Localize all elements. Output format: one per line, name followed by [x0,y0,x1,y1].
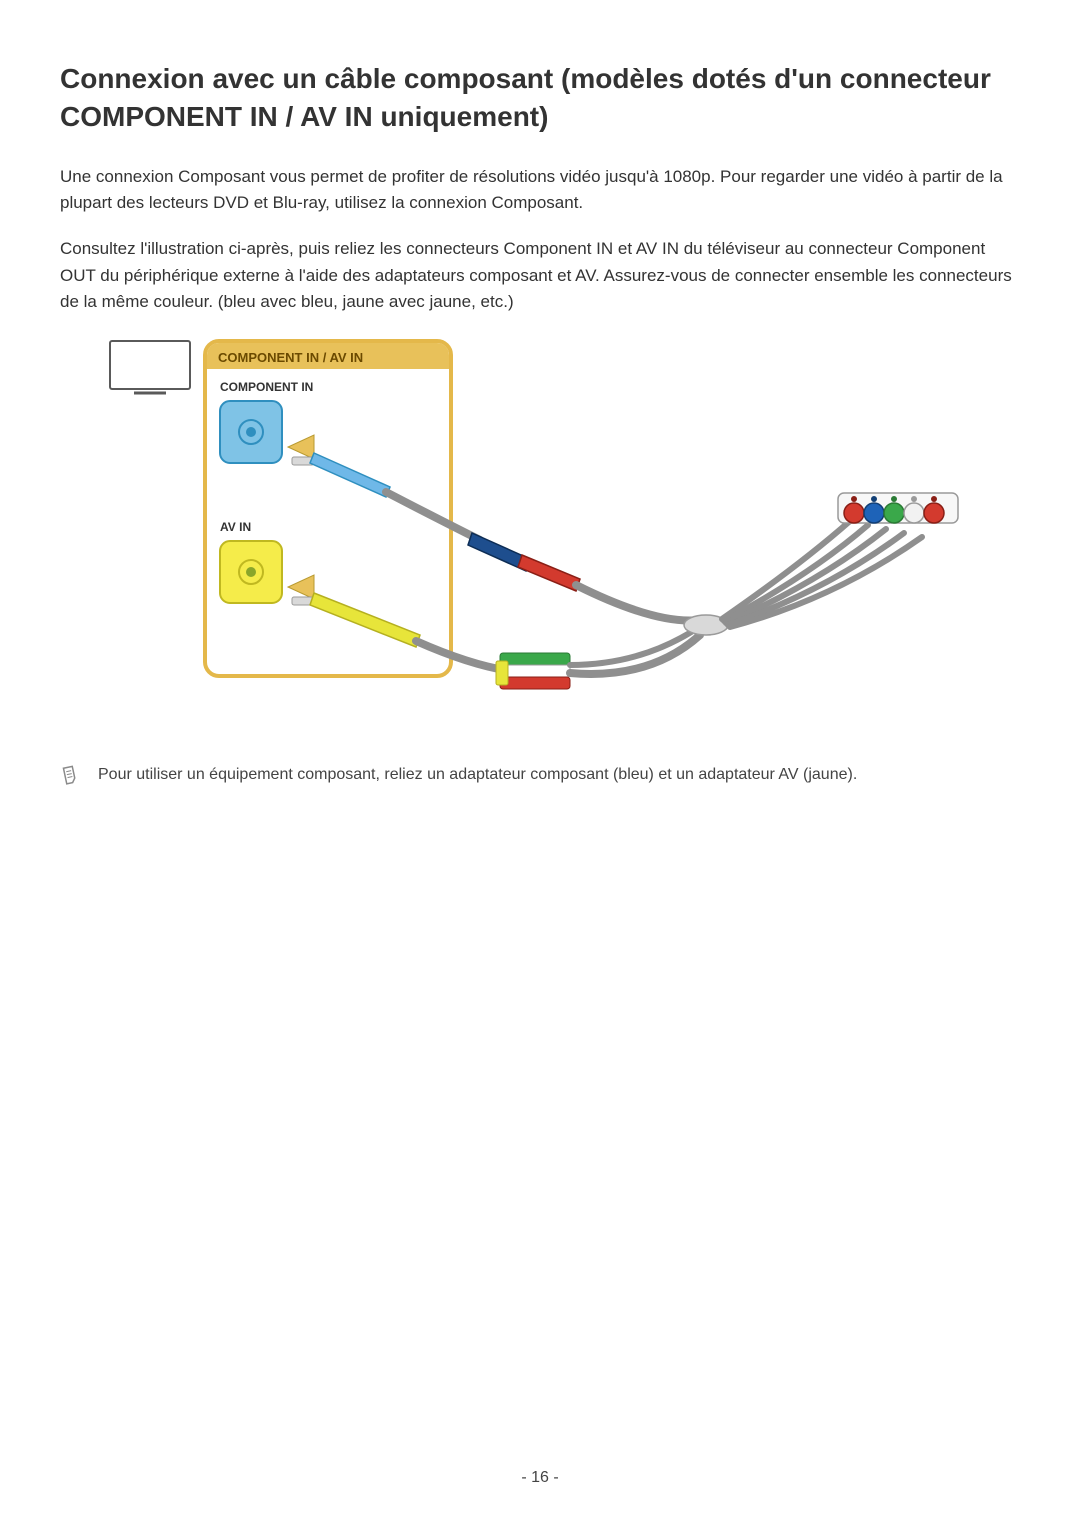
av-in-port [220,541,282,603]
intro-paragraph-2: Consultez l'illustration ci-après, puis … [60,236,1020,315]
page-title: Connexion avec un câble composant (modèl… [60,60,1020,136]
tv-icon [110,341,190,393]
note-text: Pour utiliser un équipement composant, r… [98,763,857,787]
note-icon [60,765,80,790]
panel-header-text: COMPONENT IN / AV IN [218,350,363,365]
page-number: - 16 - [0,1469,1080,1487]
component-in-port [220,401,282,463]
connection-diagram: COMPONENT IN / AV IN COMPONENT IN AV IN [60,335,1020,735]
av-in-label: AV IN [220,520,251,534]
rca-output-strip [838,493,958,523]
rca-fanout [722,521,922,627]
intro-paragraph-1: Une connexion Composant vous permet de p… [60,164,1020,217]
component-in-label: COMPONENT IN [220,380,313,394]
